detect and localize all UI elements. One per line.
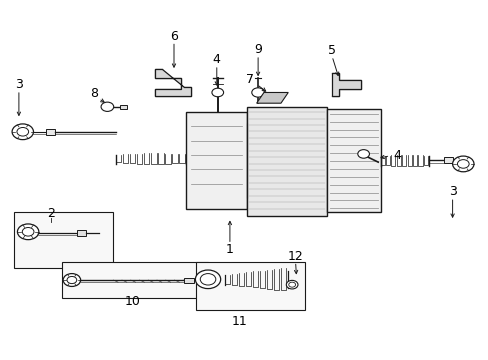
Text: 1: 1 — [225, 243, 233, 256]
Text: 7: 7 — [246, 73, 254, 86]
Bar — [14, 212, 113, 267]
Circle shape — [211, 88, 223, 97]
Circle shape — [67, 276, 77, 284]
Circle shape — [357, 150, 369, 158]
Text: 10: 10 — [124, 295, 141, 308]
Text: 8: 8 — [90, 87, 98, 100]
Text: 3: 3 — [448, 185, 456, 198]
Polygon shape — [331, 73, 361, 96]
Text: 6: 6 — [170, 30, 178, 42]
Text: 4: 4 — [393, 149, 401, 162]
Bar — [183, 278, 194, 283]
Text: 12: 12 — [287, 249, 303, 262]
Circle shape — [452, 156, 473, 172]
Bar — [62, 262, 207, 298]
Text: 3: 3 — [15, 78, 23, 91]
Circle shape — [288, 282, 295, 287]
Circle shape — [17, 127, 29, 136]
Bar — [196, 262, 305, 310]
Bar — [186, 112, 246, 208]
Polygon shape — [154, 69, 191, 96]
Circle shape — [22, 228, 34, 236]
Circle shape — [63, 274, 81, 287]
Circle shape — [12, 124, 33, 140]
Polygon shape — [256, 93, 287, 103]
Text: 11: 11 — [231, 315, 247, 328]
Bar — [443, 157, 452, 163]
Text: 5: 5 — [327, 44, 335, 57]
Circle shape — [286, 280, 297, 289]
Bar — [119, 105, 126, 109]
Bar — [246, 107, 326, 216]
Circle shape — [101, 102, 114, 111]
Bar — [46, 129, 55, 135]
Text: 2: 2 — [47, 207, 55, 220]
Circle shape — [200, 274, 215, 285]
Text: 4: 4 — [212, 53, 220, 66]
Bar — [326, 109, 380, 212]
Circle shape — [251, 88, 264, 97]
Circle shape — [18, 224, 39, 240]
Circle shape — [195, 270, 220, 289]
Text: 9: 9 — [254, 43, 262, 56]
Bar — [77, 230, 86, 236]
Circle shape — [457, 159, 468, 168]
